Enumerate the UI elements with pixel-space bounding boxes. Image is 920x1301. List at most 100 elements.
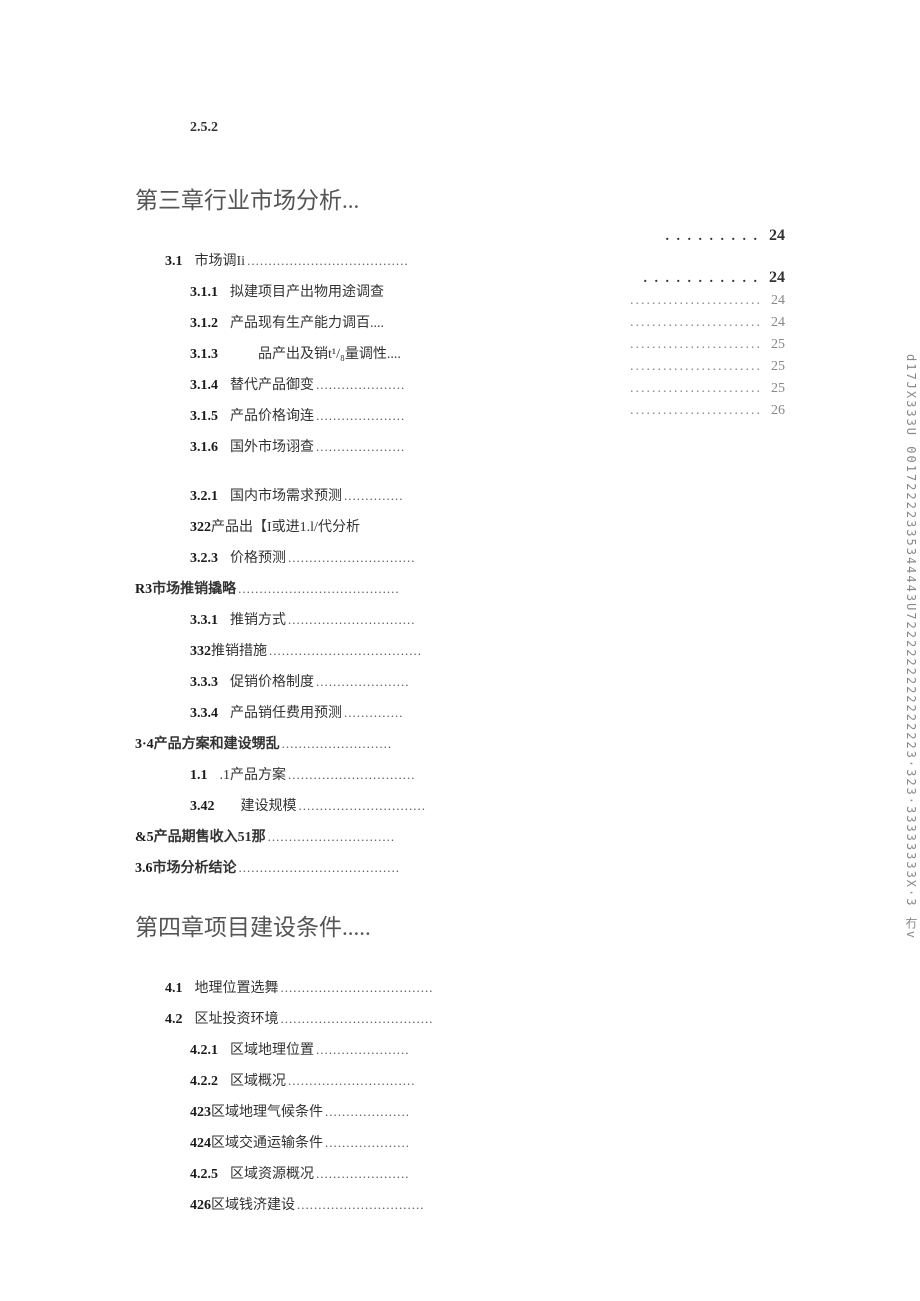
toc-leader-dots: ..........................	[280, 736, 435, 752]
toc-leader-dots: ..............................	[266, 829, 435, 845]
page-leader-dots: . . . . . . . . .	[666, 229, 760, 245]
toc-label: 3·4产品方案和建设甥乱	[135, 733, 280, 753]
toc-row: 332推销措施.................................…	[135, 640, 435, 660]
toc-number: 3.1.3	[190, 347, 218, 363]
toc-leader-dots: ....................................	[279, 1011, 436, 1027]
toc-number: 3.2.1	[190, 489, 218, 505]
toc-row: 3.42 建设规模..............................	[135, 795, 435, 815]
toc-leader-dots: .....................	[314, 377, 435, 393]
toc-number: 3.1.6	[190, 440, 218, 456]
toc-row: 4.2.1区域地理位置......................	[135, 1039, 435, 1059]
toc-label: 品产出及销t¹/₈量调性....	[230, 343, 401, 363]
toc-leader-dots: ..............................	[295, 1197, 435, 1213]
toc-row: 3.1.2 产品现有生产能力调百....	[135, 312, 435, 332]
toc-leader-dots: ......................................	[237, 860, 436, 876]
toc-label: 区域地理位置	[230, 1039, 314, 1059]
toc-row: 3.1.1拟建项目产出物用途调查	[135, 281, 435, 301]
toc-row: 3.6市场分析结论...............................…	[135, 857, 435, 877]
page-number-row: ...........................24	[630, 315, 785, 331]
toc-row: 4.1 地理位置选舞...............................…	[135, 977, 435, 997]
toc-row: R3市场推销撬略................................…	[135, 578, 435, 598]
toc-row: 426区域钱济建设..............................	[135, 1194, 435, 1214]
toc-label: 产品现有生产能力调百....	[230, 312, 384, 332]
toc-number: 4.2.2	[190, 1074, 218, 1090]
page-number: 24	[763, 227, 785, 245]
toc-label: 区域概况	[230, 1070, 286, 1090]
chapter-4-title: 第四章项目建设条件.....	[135, 908, 785, 942]
page-numbers-column: . . . . . . . . .24. . . . . . . . . . .…	[630, 227, 785, 425]
toc-row: 3.3.1推销方式..............................	[135, 609, 435, 629]
toc-row: 3.3.4产品销任费用预测..............	[135, 702, 435, 722]
toc-row: 4.2.2 区域概况..............................	[135, 1070, 435, 1090]
toc-label: &5产品期售收入51那	[135, 826, 266, 846]
page-number: 24	[763, 293, 785, 309]
toc-container-ch4: 4.1 地理位置选舞...............................…	[135, 977, 785, 1214]
toc-row: 3.2.1 国内市场需求预测..............	[135, 485, 435, 505]
toc-number: 3.3.3	[190, 675, 218, 691]
toc-number: 4.1	[165, 981, 183, 997]
toc-number: 3.3.1	[190, 613, 218, 629]
toc-label: 促销价格制度	[230, 671, 314, 691]
toc-label: 区址投资环境	[195, 1008, 279, 1028]
toc-number: 3.1.2	[190, 316, 218, 332]
toc-number: 4.2.5	[190, 1167, 218, 1183]
toc-number: 3.1	[165, 254, 183, 270]
toc-row: 424区域交通运输条件....................	[135, 1132, 435, 1152]
toc-label: 423区域地理气候条件	[190, 1101, 323, 1121]
toc-leader-dots: ....................................	[279, 980, 436, 996]
toc-label: 地理位置选舞	[195, 977, 279, 997]
toc-row: 1.1 .1产品方案..............................	[135, 764, 435, 784]
page-leader-dots: ...........................	[630, 381, 759, 397]
toc-leader-dots: ..............	[342, 705, 435, 721]
toc-row: 3.1市场调Ii................................…	[135, 250, 435, 270]
toc-label: R3市场推销撬略	[135, 578, 236, 598]
page-leader-dots: ...........................	[630, 403, 759, 419]
page-number-row: ...........................24	[630, 293, 785, 309]
page-leader-dots: . . . . . . . . . . .	[644, 271, 760, 287]
toc-label: 替代产品御变	[230, 374, 314, 394]
toc-leader-dots: ..............	[342, 488, 435, 504]
toc-label: .1产品方案	[220, 764, 287, 784]
page-number: 25	[763, 337, 785, 353]
toc-row: &5产品期售收入51那.............................…	[135, 826, 435, 846]
vertical-garbled-text: d17JX333U 00172222335344443U722222222222…	[903, 354, 920, 994]
toc-leader-dots: ..............................	[297, 798, 436, 814]
toc-label: 价格预测	[230, 547, 286, 567]
section-number: 2.5.2	[135, 120, 785, 136]
toc-row: 4.2 区址投资环境...............................…	[135, 1008, 435, 1028]
toc-leader-dots: ......................................	[245, 253, 435, 269]
toc-number: 3.3.4	[190, 706, 218, 722]
chapter-3-title: 第三章行业市场分析...	[135, 181, 785, 215]
toc-leader-dots: ..............................	[286, 767, 435, 783]
toc-leader-dots: ..............................	[286, 1073, 435, 1089]
toc-leader-dots: ......................	[314, 1166, 435, 1182]
toc-row: 322产品出【I或进1.l/代分析	[135, 516, 435, 536]
page-leader-dots: ...........................	[630, 359, 759, 375]
toc-leader-dots: .....................	[314, 408, 435, 424]
toc-number: 3.42	[190, 799, 215, 815]
toc-row: 3.1.3 品产出及销t¹/₈量调性....	[135, 343, 435, 363]
toc-number: 3.1.5	[190, 409, 218, 425]
page-leader-dots: ...........................	[630, 315, 759, 331]
page-number: 25	[763, 381, 785, 397]
page-number-row: ...........................25	[630, 337, 785, 353]
toc-leader-dots: ....................	[323, 1104, 435, 1120]
toc-number: 1.1	[190, 768, 208, 784]
toc-label: 322产品出【I或进1.l/代分析	[190, 516, 360, 536]
page-number-row: . . . . . . . . . . .24	[630, 269, 785, 287]
toc-number: 4.2	[165, 1012, 183, 1028]
toc-number: 3.2.3	[190, 551, 218, 567]
toc-row: 3.1.5产品价格询连.....................	[135, 405, 435, 425]
toc-leader-dots: ..............................	[286, 550, 435, 566]
toc-number: 3.1.4	[190, 378, 218, 394]
toc-label: 国内市场需求预测	[230, 485, 342, 505]
toc-label: 推销方式	[230, 609, 286, 629]
toc-label: 国外市场诩查	[230, 436, 314, 456]
toc-label: 区域资源概况	[230, 1163, 314, 1183]
page-number-row: ...........................25	[630, 381, 785, 397]
toc-label: 332推销措施	[190, 640, 267, 660]
toc-leader-dots: .....................	[314, 439, 435, 455]
page-number-row: . . . . . . . . .24	[630, 227, 785, 245]
toc-label: 424区域交通运输条件	[190, 1132, 323, 1152]
toc-leader-dots: ....................	[323, 1135, 435, 1151]
